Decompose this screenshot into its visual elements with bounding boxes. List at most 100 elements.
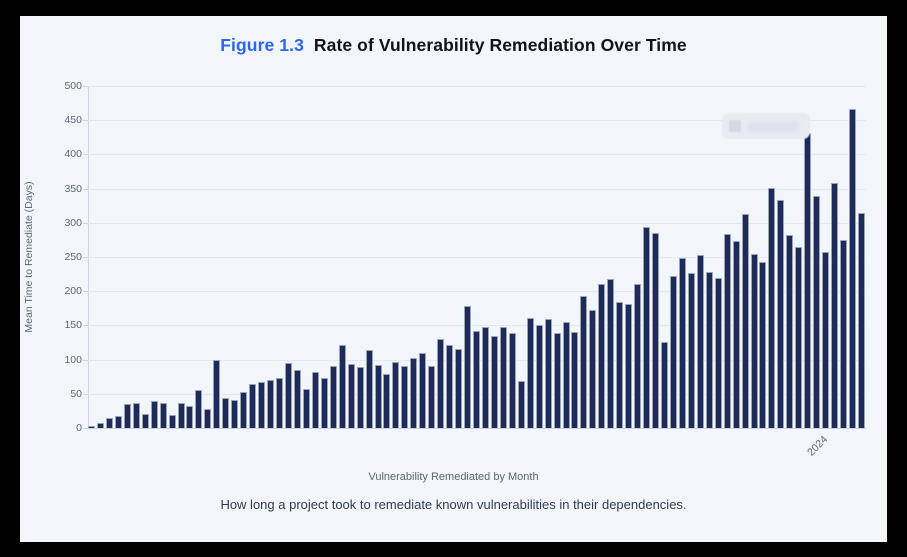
y-tick-mark-150: [83, 325, 88, 326]
bar-month-78: [777, 200, 785, 428]
gridline-450: [88, 120, 866, 121]
y-tick-mark-50: [83, 394, 88, 395]
bar-month-79: [786, 235, 794, 428]
bar-month-67: [678, 258, 686, 428]
bar-month-35: [392, 362, 400, 428]
bar-month-85: [840, 240, 848, 428]
bar-month-81: [804, 133, 812, 428]
bar-month-70: [705, 272, 713, 428]
y-tick-label-400: 400: [64, 148, 82, 160]
gridline-500: [88, 86, 866, 87]
figure-number: Figure 1.3: [220, 35, 304, 55]
bar-month-17: [231, 400, 239, 428]
bar-month-87: [857, 213, 865, 428]
y-tick-mark-500: [83, 86, 88, 87]
gridline-300: [88, 223, 866, 224]
bar-month-50: [526, 318, 534, 428]
bar-month-4: [114, 416, 122, 428]
gridline-250: [88, 257, 866, 258]
y-tick-mark-450: [83, 120, 88, 121]
gridline-150: [88, 325, 866, 326]
bar-month-49: [517, 381, 525, 428]
bar-month-53: [553, 333, 561, 428]
bar-month-14: [204, 409, 212, 428]
bar-month-68: [687, 273, 695, 428]
bar-month-72: [723, 234, 731, 428]
bar-month-26: [311, 372, 319, 428]
gridline-200: [88, 291, 866, 292]
bar-month-83: [822, 252, 830, 428]
bar-month-51: [535, 325, 543, 428]
bar-month-46: [490, 336, 498, 428]
bar-month-47: [499, 327, 507, 428]
bar-month-75: [750, 254, 758, 428]
legend-blurred-text: [747, 121, 799, 131]
y-tick-label-300: 300: [64, 217, 82, 229]
bar-month-43: [464, 306, 472, 428]
bar-month-20: [258, 382, 266, 428]
y-tick-label-500: 500: [64, 80, 82, 92]
bar-month-76: [759, 262, 767, 428]
bar-month-1: [88, 426, 95, 428]
bar-month-74: [741, 214, 749, 428]
bar-month-6: [132, 403, 140, 428]
bar-month-37: [410, 358, 418, 428]
bar-month-84: [831, 183, 839, 428]
bar-month-61: [625, 304, 633, 428]
bar-month-28: [329, 366, 337, 428]
report-page: Figure 1.3 Rate of Vulnerability Remedia…: [20, 16, 887, 542]
bar-month-12: [186, 406, 194, 428]
x-axis-label: Vulnerability Remediated by Month: [368, 471, 539, 483]
bar-month-8: [150, 401, 158, 428]
bar-month-18: [240, 392, 248, 428]
bar-month-29: [338, 345, 346, 428]
bar-month-58: [598, 284, 606, 428]
y-tick-mark-200: [83, 291, 88, 292]
bar-month-30: [347, 364, 355, 428]
bar-month-86: [849, 109, 857, 428]
x-tick-2024: 2024: [805, 433, 831, 459]
bar-month-56: [580, 296, 588, 428]
bar-month-5: [123, 404, 131, 428]
bar-month-27: [320, 378, 328, 428]
bar-month-60: [616, 302, 624, 428]
bar-month-7: [141, 414, 149, 428]
y-tick-mark-0: [83, 428, 88, 429]
bar-month-57: [589, 310, 597, 428]
bar-month-15: [213, 360, 221, 428]
bars: [88, 86, 866, 428]
y-tick-mark-100: [83, 360, 88, 361]
bar-month-34: [383, 374, 391, 428]
bar-month-13: [195, 390, 203, 428]
figure-name: Rate of Vulnerability Remediation Over T…: [313, 35, 687, 55]
y-tick-mark-400: [83, 154, 88, 155]
bar-month-19: [249, 384, 257, 428]
bar-month-80: [795, 247, 803, 428]
gridline-0: [88, 428, 866, 429]
y-axis-label: Mean Time to Remediate (Days): [23, 181, 35, 333]
bar-month-41: [446, 345, 454, 428]
figure-caption: How long a project took to remediate kno…: [220, 497, 687, 512]
bar-month-25: [302, 389, 310, 428]
bar-month-33: [374, 365, 382, 428]
bar-month-23: [284, 363, 292, 428]
legend-swatch-icon: [729, 120, 741, 132]
bar-month-3: [105, 418, 113, 428]
bar-month-54: [562, 322, 570, 428]
bar-month-55: [571, 332, 579, 428]
bar-month-24: [293, 370, 301, 428]
bar-month-64: [652, 233, 660, 428]
y-tick-label-150: 150: [64, 319, 82, 331]
y-tick-mark-350: [83, 189, 88, 190]
bar-month-48: [508, 333, 516, 428]
bar-month-11: [177, 403, 185, 428]
bar-month-10: [168, 415, 176, 428]
y-tick-label-450: 450: [64, 114, 82, 126]
bar-month-66: [669, 276, 677, 428]
bar-month-16: [222, 398, 230, 428]
bar-month-77: [768, 188, 776, 428]
y-tick-label-50: 50: [70, 388, 82, 400]
bar-month-40: [437, 339, 445, 428]
y-tick-mark-300: [83, 223, 88, 224]
bar-month-62: [634, 284, 642, 428]
